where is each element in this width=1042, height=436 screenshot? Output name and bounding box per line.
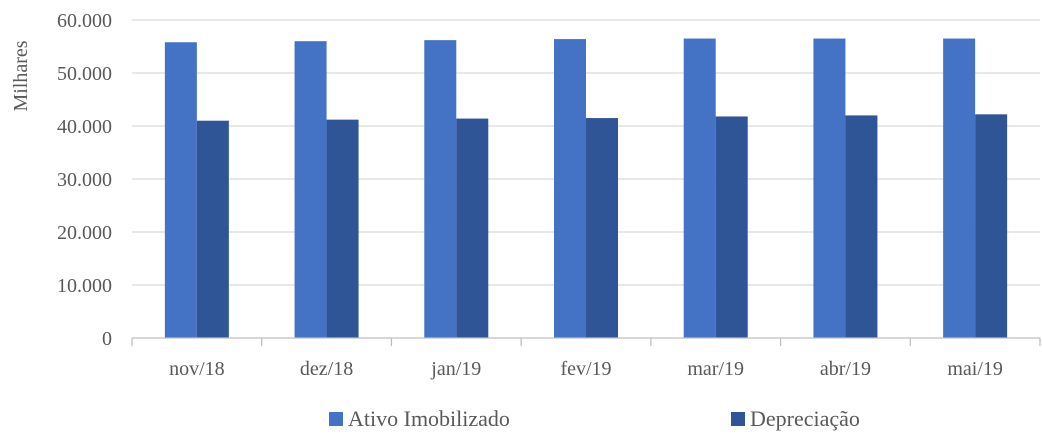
x-tick-label: fev/19 <box>560 358 611 380</box>
legend-label: Depreciação <box>750 406 860 431</box>
bar-deprecia-o-4 <box>715 116 748 339</box>
legend-swatch <box>329 412 343 426</box>
legend-label: Ativo Imobilizado <box>348 406 510 431</box>
bar-ativo-imobilizado-6 <box>943 38 976 339</box>
y-tick-label: 0 <box>102 328 112 350</box>
bar-deprecia-o-0 <box>196 120 229 338</box>
y-tick-label: 40.000 <box>57 116 112 138</box>
bar-ativo-imobilizado-2 <box>424 40 457 338</box>
legend-item-0: Ativo Imobilizado <box>329 406 510 431</box>
bar-deprecia-o-3 <box>586 118 618 338</box>
axes <box>131 337 1041 346</box>
bar-deprecia-o-6 <box>975 114 1008 338</box>
x-tick-label: dez/18 <box>300 358 353 380</box>
bar-ativo-imobilizado-4 <box>683 38 716 339</box>
x-tick-label: nov/18 <box>169 358 225 380</box>
legend: Ativo Imobilizado Depreciação <box>329 406 860 431</box>
y-tick-label: 30.000 <box>57 169 112 191</box>
x-tick-label: mar/19 <box>687 358 744 380</box>
x-tick-label: jan/19 <box>430 358 481 380</box>
y-tick-labels: 0 10.000 20.000 30.000 40.000 50.000 60.000 <box>57 10 112 350</box>
bar-ativo-imobilizado-0 <box>164 42 197 338</box>
legend-swatch <box>731 412 745 426</box>
y-tick-label: 50.000 <box>57 63 112 85</box>
bar-deprecia-o-2 <box>456 118 489 338</box>
y-axis-title: Milhares <box>10 40 32 111</box>
x-tick-label: abr/19 <box>820 358 871 380</box>
bar-deprecia-o-1 <box>326 119 359 338</box>
y-tick-label: 10.000 <box>57 275 112 297</box>
legend-item-1: Depreciação <box>731 406 860 431</box>
bar-ativo-imobilizado-3 <box>554 39 586 338</box>
bars <box>164 38 1008 339</box>
y-tick-label: 60.000 <box>57 10 112 32</box>
bar-ativo-imobilizado-5 <box>813 38 846 339</box>
bar-ativo-imobilizado-1 <box>294 41 327 338</box>
y-tick-label: 20.000 <box>57 222 112 244</box>
bar-deprecia-o-5 <box>845 115 878 339</box>
x-tick-label: mai/19 <box>947 358 1003 380</box>
x-tick-labels: nov/18 dez/18 jan/19 fev/19 mar/19 abr/19 mai/… <box>169 358 1003 380</box>
